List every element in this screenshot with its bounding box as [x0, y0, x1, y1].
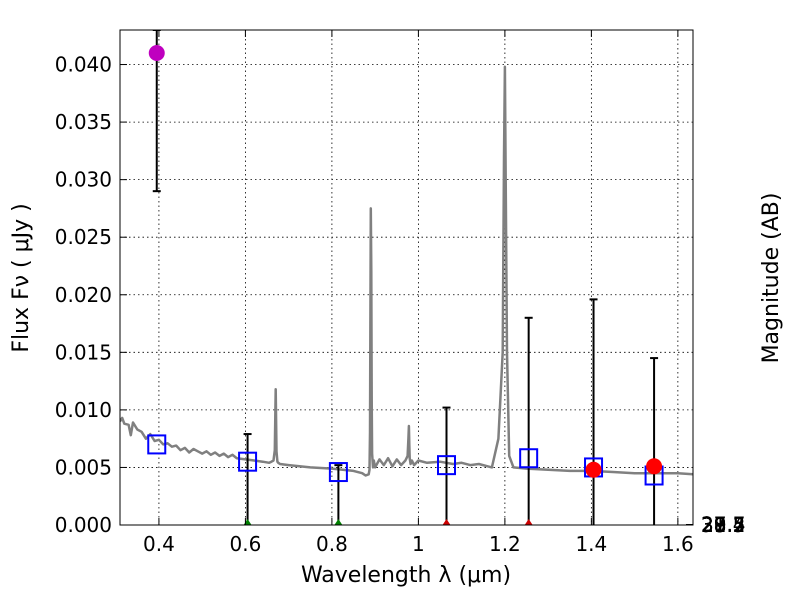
tick-labels: 0.4 0.6 0.8 1 1.2 1.4 1.6 0.000 0.005 0.010 0.015 0…	[55, 53, 746, 556]
x-tick-label: 0.4	[143, 532, 175, 556]
mag-tick-label: 28.5	[701, 513, 746, 537]
mag-tick-label: 28	[701, 513, 726, 537]
x-tick-label: 1.6	[662, 532, 694, 556]
mag-tick-label: 27.5	[701, 513, 746, 537]
grid	[120, 30, 693, 526]
mag-tick-label: 27.7	[701, 513, 746, 537]
observation-point	[585, 461, 602, 478]
observation-layer	[148, 45, 663, 525]
model-photometry-point	[328, 462, 348, 483]
upper-limit-marker	[334, 519, 343, 525]
y2-axis-title: Magnitude (AB)	[759, 193, 784, 364]
mag-tick-label: 27.4	[701, 513, 746, 537]
mag-tick-label: 30	[701, 513, 726, 537]
model-photometry-point	[238, 451, 258, 472]
x-tick-label: 0.6	[230, 532, 262, 556]
mag-tick-label: 29	[701, 513, 726, 537]
y-axis-title: Flux Fν ( μJy )	[9, 203, 34, 352]
model-photometry-point	[147, 434, 167, 455]
x-tick-label: 1.2	[489, 532, 521, 556]
errorbar-layer	[152, 30, 659, 525]
tick-marks	[120, 30, 693, 526]
upper-limit-marker	[524, 519, 533, 525]
plot-frame	[119, 29, 694, 526]
observation-point	[148, 45, 165, 62]
model-photometry-point	[519, 448, 539, 469]
y-tick-label: 0.040	[55, 53, 112, 77]
mag-tick-label: 28.2	[701, 513, 746, 537]
mag-tick-label: 31	[701, 513, 726, 537]
y-tick-label: 0.015	[55, 340, 112, 364]
model-photometry-point	[437, 455, 457, 476]
x-tick-label: 1.4	[575, 532, 607, 556]
y-tick-label: 0.010	[55, 398, 112, 422]
spectrum-layer	[120, 65, 693, 477]
x-tick-label: 0.8	[316, 532, 348, 556]
y-tick-label: 0.005	[55, 455, 112, 479]
y-tick-label: 0.030	[55, 168, 112, 192]
y-tick-label: 0.020	[55, 283, 112, 307]
y-tick-label: 0.000	[55, 513, 112, 537]
observation-point	[646, 458, 663, 475]
plot-area	[120, 30, 693, 525]
x-axis-title: Wavelength λ (μm)	[301, 563, 511, 588]
model-spectrum-line	[120, 65, 693, 477]
mag-tick-label: 29.5	[701, 513, 746, 537]
x-tick-label: 1	[412, 532, 425, 556]
y-tick-label: 0.035	[55, 110, 112, 134]
y-tick-label: 0.025	[55, 225, 112, 249]
upper-limit-marker	[442, 519, 451, 525]
